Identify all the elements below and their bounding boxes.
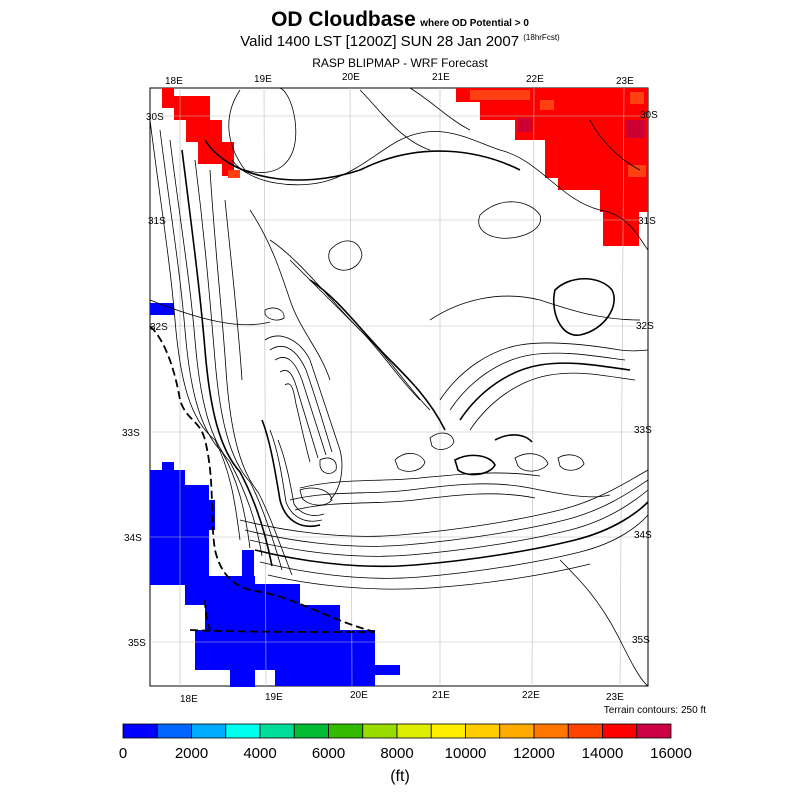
colorbar-swatch [156, 723, 192, 739]
colorbar-swatch [328, 723, 364, 739]
lat-label: 35S [128, 638, 146, 649]
colorbar-swatch [636, 723, 672, 739]
lat-label: 31S [638, 216, 656, 227]
lat-labels-left: 30S 31S 32S 33S 34S 35S [122, 112, 168, 649]
colorbar-swatch [259, 723, 295, 739]
lon-labels-top: 18E 19E 20E 21E 22E 23E [165, 72, 634, 87]
colorbar-tick-label: 0 [119, 745, 127, 762]
colorbar-swatch [191, 723, 227, 739]
lat-label: 30S [146, 112, 164, 123]
model-line: RASP BLIPMAP - WRF Forecast [312, 56, 488, 70]
colorbar-tick-label: 16000 [650, 745, 692, 762]
colorbar-ticks: 0 2000 4000 6000 8000 10000 12000 14000 16000 [119, 745, 692, 762]
colorbar-swatch [567, 723, 603, 739]
colorbar-swatches [122, 723, 672, 739]
colorbar-swatch [396, 723, 432, 739]
colorbar-swatch [602, 723, 638, 739]
cloudbase-patch-northeast [456, 88, 648, 246]
lon-label: 18E [165, 76, 183, 87]
lon-label: 21E [432, 72, 450, 83]
lat-label: 32S [150, 322, 168, 333]
colorbar-swatch [533, 723, 569, 739]
colorbar-swatch [225, 723, 261, 739]
lat-label: 30S [640, 110, 658, 121]
lon-label: 20E [342, 72, 360, 83]
colorbar-tick-label: 14000 [582, 745, 624, 762]
lon-label: 23E [616, 76, 634, 87]
valid-time: Valid 1400 LST [1200Z] SUN 28 Jan 2007 (… [0, 33, 800, 50]
valid-time-text: Valid 1400 LST [1200Z] SUN 28 Jan 2007 [240, 33, 520, 50]
lat-label: 32S [636, 321, 654, 332]
lat-label: 33S [122, 428, 140, 439]
lat-label: 33S [634, 425, 652, 436]
forecast-tag: (18hrFcst) [523, 33, 560, 42]
lon-label: 23E [606, 692, 624, 703]
cloudbase-patch-southwest [150, 303, 400, 687]
colorbar-swatch [362, 723, 398, 739]
colorbar-tick-label: 10000 [445, 745, 487, 762]
graticule [150, 87, 648, 687]
lon-label: 22E [526, 74, 544, 85]
title-note: where OD Potential > 0 [420, 18, 529, 29]
colorbar-swatch [293, 723, 329, 739]
lon-label: 21E [432, 690, 450, 701]
lat-labels-right: 30S 31S 32S 33S 34S 35S [632, 110, 658, 646]
lon-label: 19E [265, 692, 283, 703]
colorbar-unit: (ft) [390, 768, 410, 785]
lon-labels-bottom: 18E 19E 20E 21E 22E 23E [180, 690, 624, 705]
coastline [149, 325, 376, 633]
terrain-contours [149, 87, 649, 687]
colorbar-swatch [499, 723, 535, 739]
colorbar-swatch [122, 723, 158, 739]
lat-label: 31S [148, 216, 166, 227]
map-panel: 18E 19E 20E 21E 22E 23E 18E 19E 20E 21E … [122, 72, 658, 705]
colorbar-tick-label: 2000 [175, 745, 208, 762]
lat-label: 34S [634, 530, 652, 541]
lon-label: 19E [254, 74, 272, 85]
colorbar-tick-label: 8000 [380, 745, 413, 762]
lat-label: 35S [632, 635, 650, 646]
terrain-contour-note: Terrain contours: 250 ft [603, 705, 706, 716]
colorbar-tick-label: 12000 [513, 745, 555, 762]
colorbar-swatch [465, 723, 501, 739]
colorbar-tick-label: 6000 [312, 745, 345, 762]
colorbar-tick-label: 4000 [243, 745, 276, 762]
lat-label: 34S [124, 533, 142, 544]
title-text: OD Cloudbase [271, 8, 416, 31]
lon-label: 20E [350, 690, 368, 701]
colorbar-swatch [430, 723, 466, 739]
map-title: OD Cloudbase where OD Potential > 0 [0, 8, 800, 32]
lon-label: 18E [180, 694, 198, 705]
lon-label: 22E [522, 690, 540, 701]
